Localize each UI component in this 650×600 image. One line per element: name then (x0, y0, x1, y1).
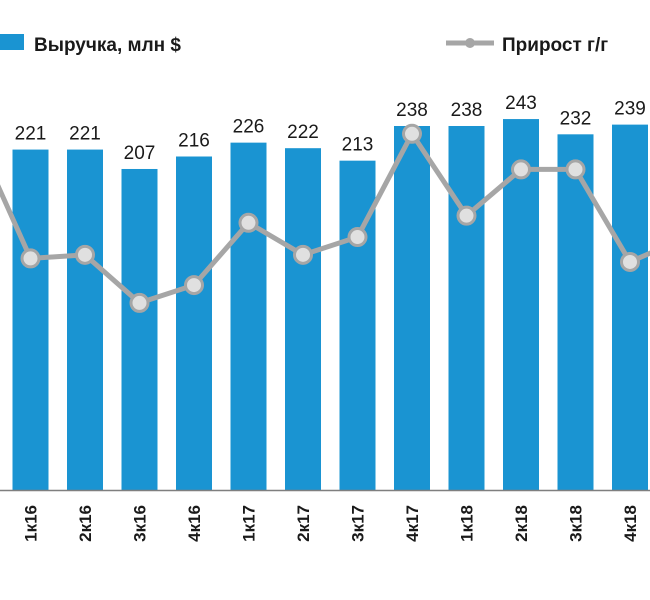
bar-label-2к16: 221 (69, 124, 101, 145)
growth-point-1к16 (20, 248, 41, 269)
bar-label-1к17: 226 (233, 117, 265, 138)
growth-point-3к18 (565, 159, 586, 180)
tick-label-1к18: 1к18 (458, 505, 477, 542)
bar-1к17 (230, 142, 267, 490)
tick-label-3к16: 3к16 (131, 505, 150, 542)
tick-label-2к16: 2к16 (76, 505, 95, 542)
tick-label-3к17: 3к17 (349, 505, 368, 542)
tick-label-4к18: 4к18 (621, 505, 640, 542)
growth-point-2к16 (75, 244, 95, 265)
growth-point-2к17 (293, 244, 313, 265)
legend-swatch-growth-marker (465, 38, 475, 48)
bar-3к16 (121, 168, 158, 490)
bar-label-3к18: 232 (560, 108, 592, 129)
growth-point-2к18 (511, 159, 531, 180)
growth-point-4к17 (402, 123, 422, 144)
tick-label-3к18: 3к18 (567, 505, 586, 542)
bar-2к16 (67, 149, 103, 491)
growth-point-1к17 (238, 212, 259, 233)
tick-label-2к18: 2к18 (512, 505, 531, 542)
tick-label-1к16: 1к16 (22, 505, 41, 542)
x-tick-labels: 1к16 2к16 3к16 4к16 1к17 2к17 3к17 4к17 1к18 2к18… (22, 505, 641, 542)
bars-group (12, 119, 648, 491)
bar-label-3к17: 213 (342, 135, 374, 156)
legend: Выручка, млн $ Прирост г/г (0, 34, 608, 56)
growth-point-4к16 (184, 275, 204, 296)
tick-label-4к17: 4к17 (403, 505, 422, 542)
bar-2к17 (285, 148, 321, 490)
bar-label-4к17: 238 (396, 100, 428, 121)
bar-1к18 (448, 126, 485, 490)
bar-label-2к18: 243 (505, 93, 537, 114)
bar-4к17 (394, 126, 430, 490)
bar-label-3к16: 207 (124, 143, 156, 164)
legend-swatch-revenue (0, 34, 24, 50)
bar-labels-group: 221 221 207 216 226 222 213 238 238 243 232 239 (15, 93, 646, 164)
legend-label-growth: Прирост г/г (502, 35, 608, 56)
bar-label-2к17: 222 (287, 122, 319, 143)
tick-label-4к16: 4к16 (185, 505, 204, 542)
growth-line-group (0, 123, 650, 313)
bar-4к16 (176, 156, 212, 490)
growth-point-3к16 (129, 292, 150, 313)
tick-label-1к17: 1к17 (240, 505, 259, 542)
growth-point-1к18 (456, 205, 477, 226)
bar-label-1к16: 221 (15, 124, 47, 145)
legend-label-revenue: Выручка, млн $ (34, 35, 181, 56)
growth-point-4к18 (620, 251, 640, 272)
tick-label-2к17: 2к17 (294, 505, 313, 542)
bar-label-4к16: 216 (178, 131, 210, 152)
growth-point-3к17 (347, 227, 368, 248)
bar-1к16 (12, 149, 49, 491)
bar-label-1к18: 238 (451, 100, 483, 121)
bar-label-4к18: 239 (614, 99, 646, 120)
bar-4к18 (612, 124, 648, 490)
